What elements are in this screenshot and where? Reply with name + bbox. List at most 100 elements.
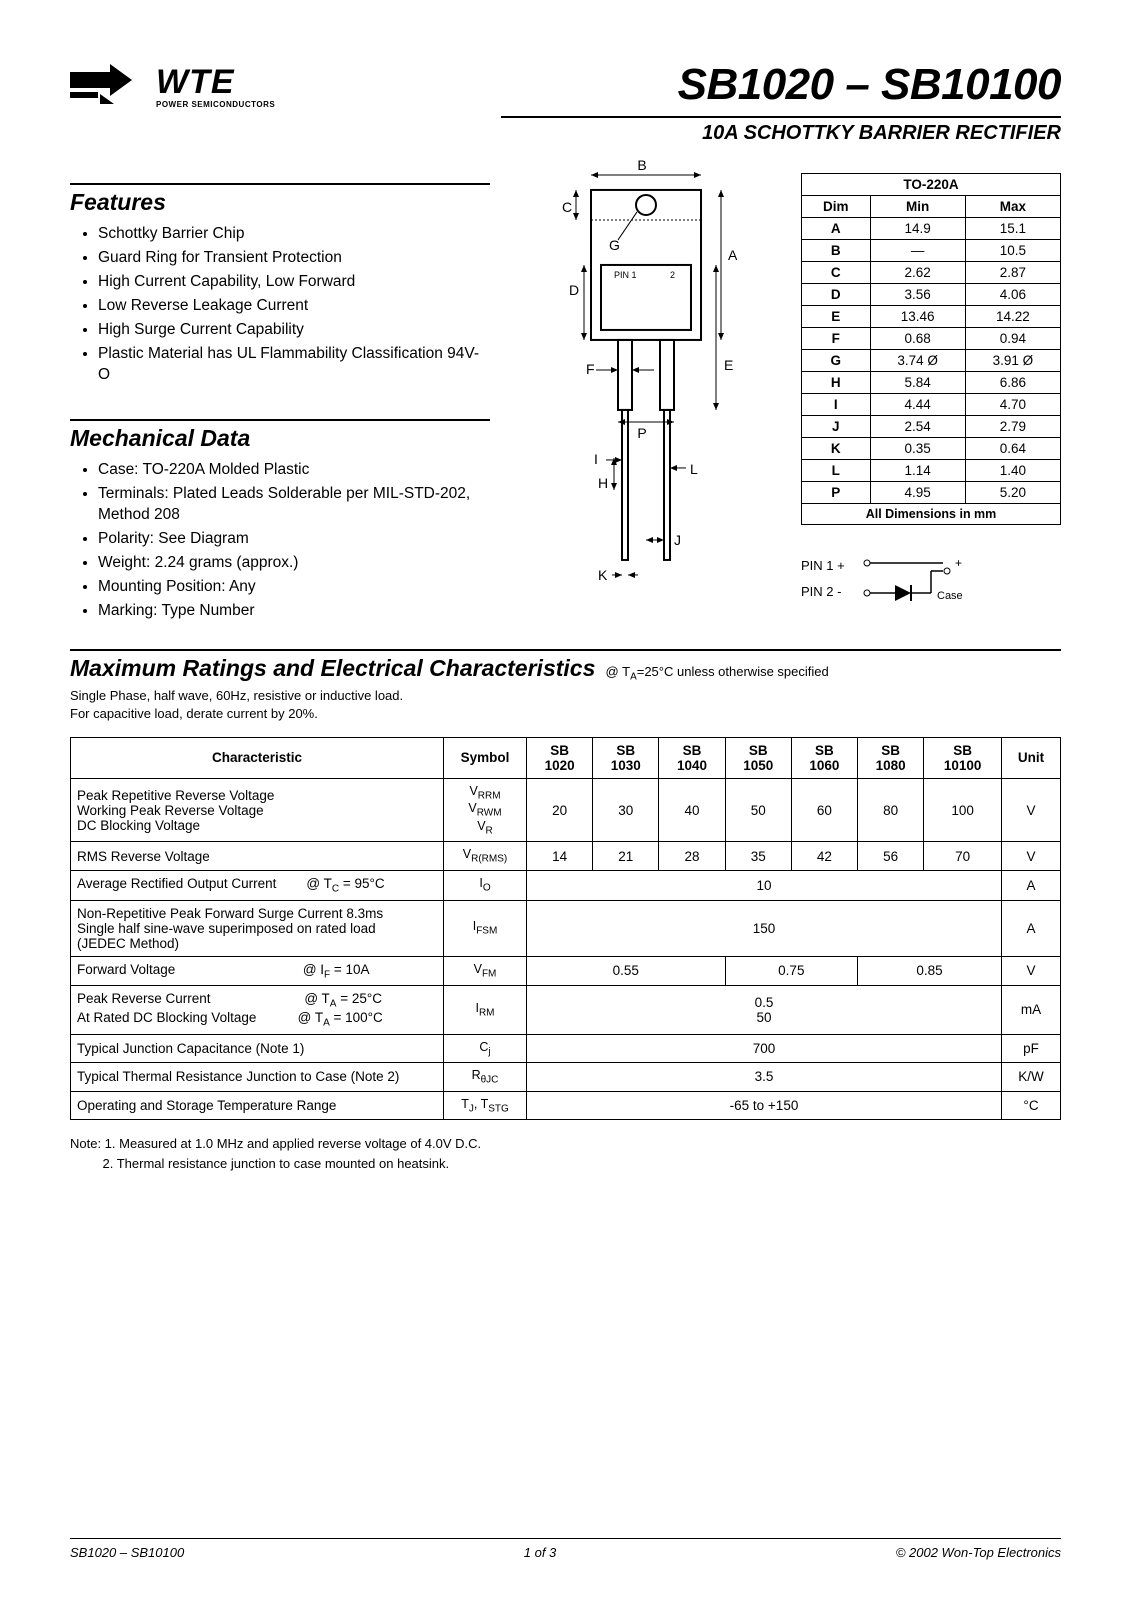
value-cell: 56 [858, 842, 924, 871]
value-cell: 42 [791, 842, 857, 871]
subtitle-rule [501, 116, 1061, 118]
table-row: G3.74 Ø3.91 Ø [802, 350, 1061, 372]
svg-text:L: L [690, 461, 698, 477]
table-row: H5.846.86 [802, 372, 1061, 394]
characteristic-cell: Peak Repetitive Reverse VoltageWorking P… [71, 778, 444, 842]
svg-text:E: E [724, 357, 733, 373]
table-row: I4.444.70 [802, 394, 1061, 416]
features-item: Guard Ring for Transient Protection [98, 248, 490, 269]
features-list: Schottky Barrier Chip Guard Ring for Tran… [98, 224, 490, 385]
table-cell: 2.62 [870, 262, 965, 284]
symbol-cell: IRM [444, 986, 527, 1034]
title-block: SB1020 – SB10100 10A SCHOTTKY BARRIER RE… [501, 60, 1061, 145]
note-2: 2. Thermal resistance junction to case m… [70, 1154, 1061, 1174]
table-cell: B [802, 240, 871, 262]
table-cell: C [802, 262, 871, 284]
value-cell: 80 [858, 778, 924, 842]
table-cell: 2.79 [965, 416, 1060, 438]
dims-col-min: Min [870, 196, 965, 218]
logo-subtitle: POWER SEMICONDUCTORS [156, 100, 275, 109]
symbol-cell: VFM [444, 956, 527, 986]
table-cell: P [802, 482, 871, 504]
table-row: Typical Junction Capacitance (Note 1)Cj7… [71, 1034, 1061, 1063]
footer-left: SB1020 – SB10100 [70, 1545, 184, 1560]
table-cell: 4.44 [870, 394, 965, 416]
note-1: Note: 1. Measured at 1.0 MHz and applied… [70, 1134, 1061, 1154]
unit-cell: V [1002, 778, 1061, 842]
value-cell: 35 [725, 842, 791, 871]
package-outline-icon: B C G A D PIN 1 2 [536, 155, 756, 625]
svg-text:P: P [637, 425, 646, 441]
unit-cell: V [1002, 956, 1061, 986]
ratings-note-1: Single Phase, half wave, 60Hz, resistive… [70, 688, 403, 703]
value-cell: 3.5 [527, 1063, 1002, 1092]
table-cell: D [802, 284, 871, 306]
svg-text:D: D [569, 282, 579, 298]
logo-text: WTE [156, 63, 275, 102]
table-cell: 14.9 [870, 218, 965, 240]
svg-text:A: A [728, 247, 738, 263]
ratings-table: CharacteristicSymbolSB1020SB1030SB1040SB… [70, 737, 1061, 1120]
svg-text:C: C [562, 199, 572, 215]
dims-col-max: Max [965, 196, 1060, 218]
page: WTE POWER SEMICONDUCTORS SB1020 – SB1010… [0, 0, 1131, 1600]
value-cell: 10 [527, 870, 1002, 900]
footer-center: 1 of 3 [524, 1545, 557, 1560]
table-cell: 4.06 [965, 284, 1060, 306]
footer-right: © 2002 Won-Top Electronics [896, 1545, 1061, 1560]
table-cell: A [802, 218, 871, 240]
characteristic-cell: RMS Reverse Voltage [71, 842, 444, 871]
table-cell: I [802, 394, 871, 416]
features-item: High Surge Current Capability [98, 320, 490, 341]
ratings-col-unit: Unit [1002, 737, 1061, 778]
mid-row: Features Schottky Barrier ChipGuard Ring… [70, 155, 1061, 625]
characteristic-cell: Typical Junction Capacitance (Note 1) [71, 1034, 444, 1063]
dims-title: TO-220A [802, 174, 1061, 196]
symbol-cell: VRRMVRWMVR [444, 778, 527, 842]
table-cell: 10.5 [965, 240, 1060, 262]
header: WTE POWER SEMICONDUCTORS SB1020 – SB1010… [70, 60, 1061, 145]
value-cell: 21 [593, 842, 659, 871]
table-row: Non-Repetitive Peak Forward Surge Curren… [71, 900, 1061, 956]
table-row: Operating and Storage Temperature RangeT… [71, 1091, 1061, 1120]
ratings-col-part: SB1020 [527, 737, 593, 778]
svg-text:B: B [637, 157, 646, 173]
svg-text:PIN 1: PIN 1 [614, 270, 637, 280]
table-cell: E [802, 306, 871, 328]
table-row: J2.542.79 [802, 416, 1061, 438]
footer: SB1020 – SB10100 1 of 3 © 2002 Won-Top E… [70, 1538, 1061, 1560]
ratings-heading: Maximum Ratings and Electrical Character… [70, 655, 595, 681]
table-cell: 4.95 [870, 482, 965, 504]
value-cell: 700 [527, 1034, 1002, 1063]
features-item: Schottky Barrier Chip [98, 224, 490, 245]
svg-text:F: F [586, 361, 595, 377]
table-row: F0.680.94 [802, 328, 1061, 350]
pin-labels: PIN 1 + PIN 2 - [801, 553, 845, 605]
table-cell: 1.14 [870, 460, 965, 482]
ratings-col-part: SB1080 [858, 737, 924, 778]
table-row: RMS Reverse VoltageVR(RMS)14212835425670… [71, 842, 1061, 871]
table-cell: G [802, 350, 871, 372]
value-cell: 50 [725, 778, 791, 842]
features-item: Plastic Material has UL Flammability Cla… [98, 344, 490, 386]
value-cell: 0.550 [527, 986, 1002, 1034]
table-cell: L [802, 460, 871, 482]
notes: Note: 1. Measured at 1.0 MHz and applied… [70, 1134, 1061, 1173]
mechanical-item: Mounting Position: Any [98, 577, 490, 598]
table-row: B—10.5 [802, 240, 1061, 262]
characteristic-cell: Forward Voltage @ IF = 10A [71, 956, 444, 986]
features-item: Low Reverse Leakage Current [98, 296, 490, 317]
mechanical-item: Marking: Type Number [98, 601, 490, 622]
ratings-col-part: SB1040 [659, 737, 725, 778]
table-cell: 5.84 [870, 372, 965, 394]
characteristic-cell: Peak Reverse Current @ TA = 25°CAt Rated… [71, 986, 444, 1034]
value-cell: 70 [924, 842, 1002, 871]
value-cell: 0.85 [858, 956, 1002, 986]
characteristic-cell: Typical Thermal Resistance Junction to C… [71, 1063, 444, 1092]
ratings-section: Maximum Ratings and Electrical Character… [70, 649, 1061, 1120]
ratings-col-part: SB1060 [791, 737, 857, 778]
mechanical-heading: Mechanical Data [70, 419, 490, 452]
symbol-cell: TJ, TSTG [444, 1091, 527, 1120]
package-diagram: B C G A D PIN 1 2 [500, 155, 791, 625]
table-row: Forward Voltage @ IF = 10AVFM0.550.750.8… [71, 956, 1061, 986]
